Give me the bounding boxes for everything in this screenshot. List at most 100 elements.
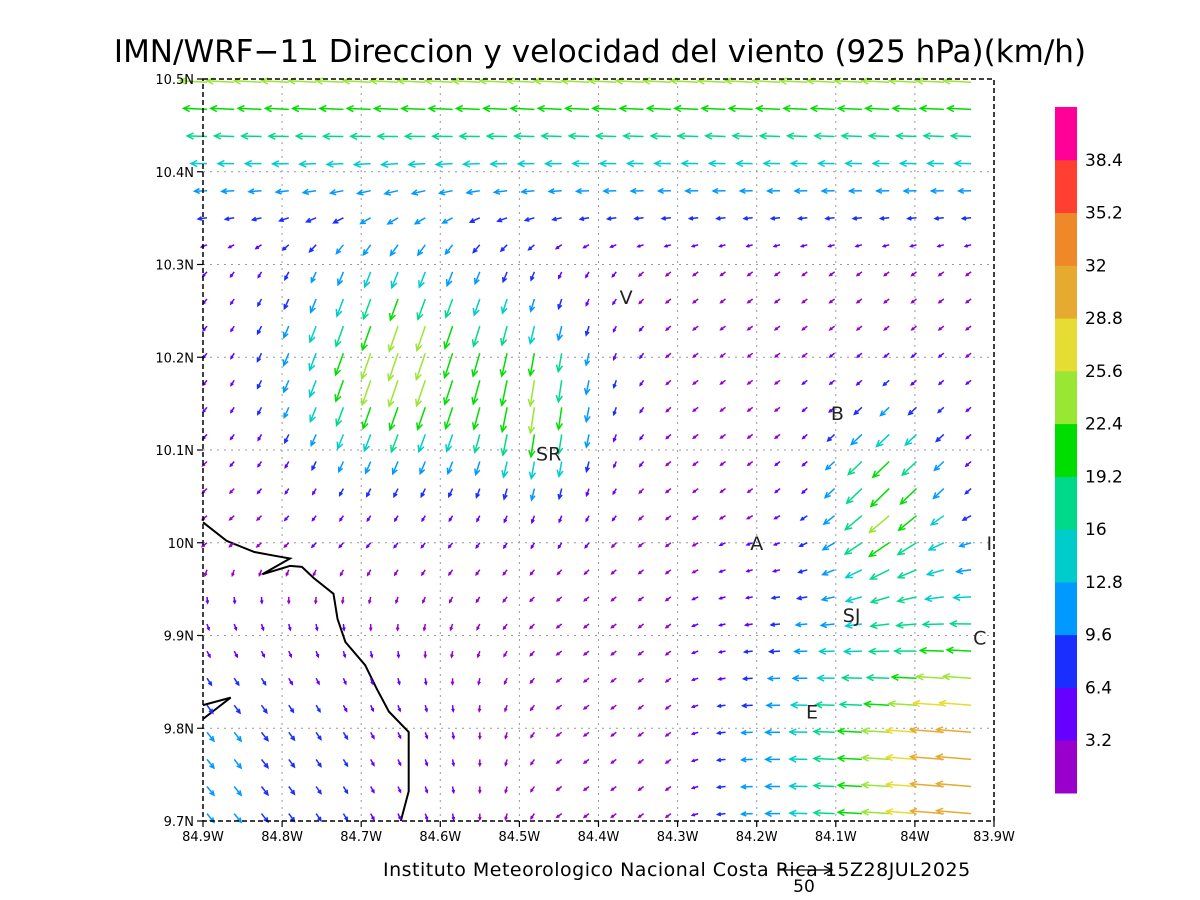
colorbar-label: 32 — [1085, 256, 1107, 276]
wind-vector — [911, 699, 944, 708]
wind-vector — [192, 187, 208, 195]
wind-vector — [828, 325, 836, 331]
wind-vector — [933, 215, 944, 221]
wind-vector — [310, 271, 317, 284]
wind-vector — [855, 325, 863, 331]
wind-vector — [294, 132, 317, 140]
wind-vector — [664, 488, 672, 494]
wind-vector — [376, 132, 399, 141]
wind-vector — [530, 731, 536, 739]
wind-vector — [445, 434, 454, 453]
wind-vector — [771, 568, 781, 573]
wind-vector — [828, 271, 836, 277]
wind-vector — [801, 325, 808, 331]
wind-vector — [283, 542, 290, 549]
wind-vector — [758, 132, 781, 140]
wind-vector — [403, 132, 426, 141]
wind-vector — [952, 593, 972, 602]
wind-vector — [308, 380, 317, 399]
wind-vector — [582, 677, 590, 683]
wind-vector — [637, 650, 645, 656]
wind-vector — [471, 380, 481, 406]
wind-vector — [680, 159, 699, 168]
wind-vector — [555, 785, 563, 792]
wind-vector — [612, 434, 618, 443]
wind-vector — [853, 406, 863, 416]
wind-vector — [591, 104, 617, 113]
wind-vector — [386, 217, 399, 225]
wind-vector — [342, 677, 347, 686]
wind-vector — [925, 159, 944, 168]
wind-vector — [359, 217, 372, 225]
wind-vector — [308, 325, 317, 344]
wind-vector — [472, 298, 481, 317]
wind-vector — [875, 187, 890, 194]
wind-vector — [836, 104, 862, 113]
wind-vector — [504, 732, 508, 740]
wind-vector — [934, 726, 972, 734]
wind-vector — [584, 542, 590, 549]
wind-vector — [855, 379, 863, 386]
wind-vector — [529, 488, 536, 502]
colorbar-label: 38.4 — [1085, 151, 1123, 171]
wind-vector — [937, 271, 945, 277]
wind-vector — [855, 271, 863, 277]
wind-vector — [918, 646, 944, 655]
wind-vector — [740, 702, 753, 709]
wind-vector — [801, 352, 808, 358]
wind-vector — [691, 596, 699, 601]
wind-vector — [692, 298, 699, 304]
wind-vector — [396, 651, 401, 659]
wind-vector — [555, 731, 563, 737]
wind-vector — [372, 105, 399, 113]
colorbar-label: 28.8 — [1085, 309, 1123, 329]
wind-vector — [308, 244, 317, 253]
wind-vector — [799, 515, 808, 521]
wind-vector — [961, 515, 972, 521]
wind-vector — [499, 244, 508, 253]
wind-vector — [582, 758, 590, 765]
wind-vector — [672, 104, 699, 113]
wind-vector — [471, 407, 481, 431]
wind-vector — [883, 325, 890, 331]
wind-vector — [256, 352, 263, 363]
wind-vector — [897, 515, 917, 532]
wind-vector — [530, 758, 536, 766]
footer-credit: Instituto Meteorologico Nacional Costa R… — [383, 859, 971, 881]
wind-vector — [420, 569, 426, 577]
wind-vector — [684, 187, 699, 194]
wind-vector — [739, 811, 753, 817]
wind-vector — [610, 704, 617, 710]
wind-vector — [529, 569, 535, 576]
wind-vector — [557, 298, 563, 311]
wind-vector — [450, 650, 454, 659]
place-label: B — [831, 403, 844, 425]
wind-vector — [637, 785, 645, 792]
wind-vector — [890, 673, 917, 682]
wind-vector — [468, 217, 481, 223]
wind-vector — [692, 433, 699, 440]
wind-vector — [454, 104, 480, 113]
wind-vector — [639, 433, 645, 441]
wind-vector — [443, 380, 454, 406]
wind-vector — [529, 677, 535, 685]
wind-vector — [205, 596, 210, 605]
wind-vector — [764, 755, 780, 763]
wind-vector — [816, 159, 835, 168]
wind-vector — [884, 808, 917, 816]
wind-vector — [290, 104, 317, 113]
wind-vector — [789, 159, 808, 168]
wind-vector — [772, 244, 781, 248]
colorbar-label: 35.2 — [1085, 204, 1123, 224]
wind-vector — [692, 488, 699, 494]
wind-vector — [260, 704, 268, 715]
wind-vector — [690, 704, 699, 709]
wind-vector — [416, 407, 427, 432]
wind-vector — [391, 461, 399, 476]
wind-vector — [801, 271, 808, 277]
wind-vector — [745, 244, 753, 248]
wind-vector — [202, 325, 208, 333]
wind-vector — [860, 727, 890, 735]
lon-tick-label: 84.8W — [261, 830, 303, 845]
wind-vector — [442, 352, 454, 380]
